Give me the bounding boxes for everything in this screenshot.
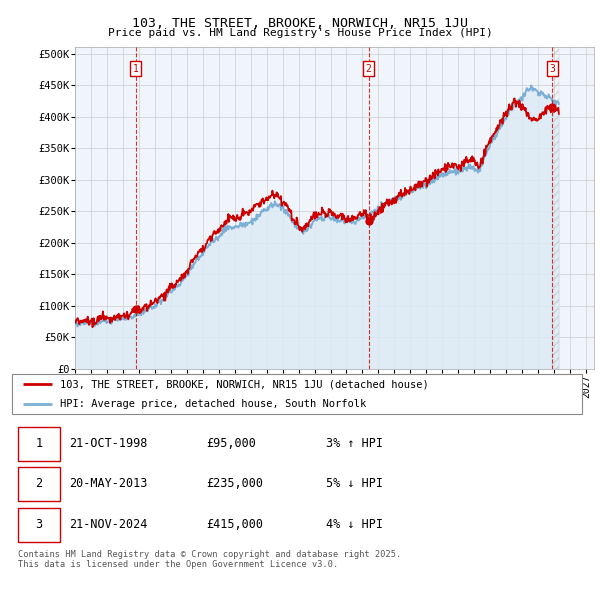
Text: 3: 3 xyxy=(550,64,555,74)
Text: 21-NOV-2024: 21-NOV-2024 xyxy=(69,517,148,530)
Text: Price paid vs. HM Land Registry's House Price Index (HPI): Price paid vs. HM Land Registry's House … xyxy=(107,28,493,38)
Text: 1: 1 xyxy=(133,64,139,74)
Text: 1: 1 xyxy=(35,437,43,450)
Text: £415,000: £415,000 xyxy=(206,517,263,530)
Text: £95,000: £95,000 xyxy=(206,437,256,450)
Text: 2: 2 xyxy=(35,477,43,490)
Text: £235,000: £235,000 xyxy=(206,477,263,490)
Text: 3% ↑ HPI: 3% ↑ HPI xyxy=(325,437,383,450)
Text: 3: 3 xyxy=(35,517,43,530)
FancyBboxPatch shape xyxy=(18,507,61,542)
Text: 20-MAY-2013: 20-MAY-2013 xyxy=(69,477,148,490)
Text: 103, THE STREET, BROOKE, NORWICH, NR15 1JU (detached house): 103, THE STREET, BROOKE, NORWICH, NR15 1… xyxy=(61,379,429,389)
Text: 5% ↓ HPI: 5% ↓ HPI xyxy=(325,477,383,490)
Text: 4% ↓ HPI: 4% ↓ HPI xyxy=(325,517,383,530)
Text: 2: 2 xyxy=(365,64,371,74)
FancyBboxPatch shape xyxy=(12,374,582,414)
Text: Contains HM Land Registry data © Crown copyright and database right 2025.
This d: Contains HM Land Registry data © Crown c… xyxy=(18,550,401,569)
Text: 103, THE STREET, BROOKE, NORWICH, NR15 1JU: 103, THE STREET, BROOKE, NORWICH, NR15 1… xyxy=(132,17,468,30)
Text: HPI: Average price, detached house, South Norfolk: HPI: Average price, detached house, Sout… xyxy=(61,399,367,409)
FancyBboxPatch shape xyxy=(18,467,61,502)
Text: 21-OCT-1998: 21-OCT-1998 xyxy=(69,437,148,450)
FancyBboxPatch shape xyxy=(18,427,61,461)
